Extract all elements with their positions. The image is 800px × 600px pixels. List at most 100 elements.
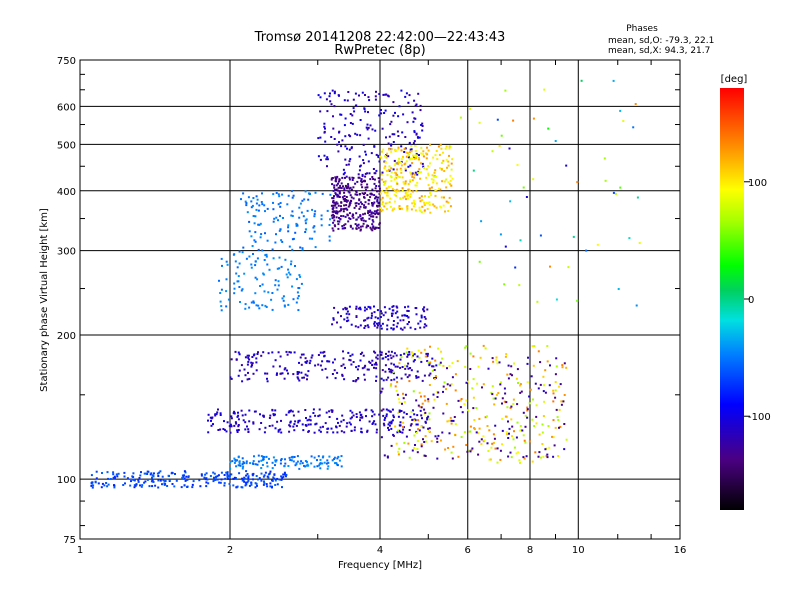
- data-point: [304, 465, 307, 468]
- data-point: [186, 486, 189, 488]
- data-point: [296, 455, 299, 458]
- data-point: [448, 154, 450, 157]
- data-point: [561, 366, 564, 369]
- x-tick-label: 8: [527, 545, 533, 556]
- data-point: [400, 164, 403, 167]
- data-point: [245, 460, 248, 463]
- data-point: [385, 136, 387, 139]
- data-point: [376, 326, 379, 329]
- data-point: [272, 414, 275, 417]
- data-point: [513, 430, 515, 433]
- data-point: [385, 156, 388, 159]
- data-point: [414, 144, 417, 147]
- data-point: [400, 89, 403, 92]
- data-point: [301, 376, 304, 379]
- data-point: [417, 322, 420, 325]
- data-point: [289, 459, 292, 461]
- data-point: [500, 134, 503, 137]
- data-point: [619, 109, 622, 112]
- data-point: [526, 409, 529, 412]
- data-point: [338, 141, 340, 144]
- data-point: [345, 425, 348, 428]
- data-point: [398, 398, 400, 401]
- data-point: [421, 129, 424, 132]
- data-point: [223, 428, 226, 431]
- data-point: [459, 116, 462, 119]
- data-point: [290, 260, 293, 263]
- data-point: [402, 319, 405, 322]
- data-point: [473, 428, 476, 431]
- data-point: [366, 324, 369, 327]
- data-point: [337, 189, 339, 192]
- data-point: [414, 150, 417, 152]
- data-point: [333, 306, 336, 309]
- cluster-e-mid-3: [331, 305, 429, 331]
- data-point: [254, 410, 257, 413]
- data-point: [421, 417, 423, 420]
- data-point: [423, 310, 426, 313]
- data-point: [410, 351, 413, 354]
- data-point: [385, 208, 388, 211]
- data-point: [435, 364, 438, 367]
- data-point: [367, 210, 370, 213]
- data-point: [379, 316, 382, 318]
- data-point: [443, 170, 446, 172]
- data-point: [354, 325, 357, 328]
- data-point: [363, 206, 366, 209]
- data-point: [396, 182, 399, 185]
- data-point: [340, 208, 343, 211]
- data-point: [386, 152, 389, 155]
- data-point: [139, 474, 142, 477]
- data-point: [233, 424, 236, 427]
- data-point: [272, 257, 275, 260]
- data-point: [225, 305, 228, 308]
- data-point: [240, 364, 243, 367]
- data-point: [363, 193, 365, 196]
- data-point: [358, 207, 361, 210]
- data-point: [376, 357, 379, 360]
- data-point: [393, 352, 396, 355]
- data-point: [410, 356, 413, 359]
- data-point: [482, 383, 485, 386]
- data-point: [390, 350, 393, 353]
- data-point: [277, 351, 280, 354]
- cluster-high-freq-sparse: [459, 79, 641, 307]
- data-point: [374, 316, 377, 319]
- data-point: [534, 382, 537, 385]
- data-point: [407, 442, 410, 445]
- data-point: [527, 356, 529, 359]
- data-point: [449, 174, 452, 177]
- data-point: [335, 210, 338, 213]
- data-point: [367, 126, 370, 129]
- data-point: [535, 415, 538, 418]
- data-point: [501, 402, 503, 405]
- data-point: [337, 223, 340, 226]
- data-point: [369, 124, 372, 127]
- data-point: [226, 471, 229, 474]
- data-point: [465, 399, 468, 402]
- data-point: [259, 236, 262, 239]
- data-point: [506, 433, 509, 436]
- data-point: [238, 462, 241, 465]
- data-point: [638, 242, 641, 244]
- data-point: [480, 438, 483, 441]
- data-point: [220, 305, 223, 308]
- data-point: [450, 419, 453, 422]
- data-point: [301, 248, 304, 251]
- data-point: [405, 193, 408, 196]
- cluster-es-step: [229, 454, 343, 470]
- data-point: [407, 353, 410, 356]
- data-point: [430, 194, 432, 197]
- data-point: [348, 134, 351, 137]
- data-point: [477, 365, 480, 368]
- data-point: [220, 309, 223, 312]
- data-point: [364, 94, 366, 96]
- data-point: [437, 391, 440, 394]
- data-point: [397, 450, 400, 453]
- data-point: [250, 481, 253, 484]
- data-point: [371, 128, 374, 131]
- data-point: [252, 463, 255, 465]
- data-point: [348, 176, 351, 179]
- data-point: [444, 210, 446, 213]
- y-tick-label: 300: [57, 247, 76, 258]
